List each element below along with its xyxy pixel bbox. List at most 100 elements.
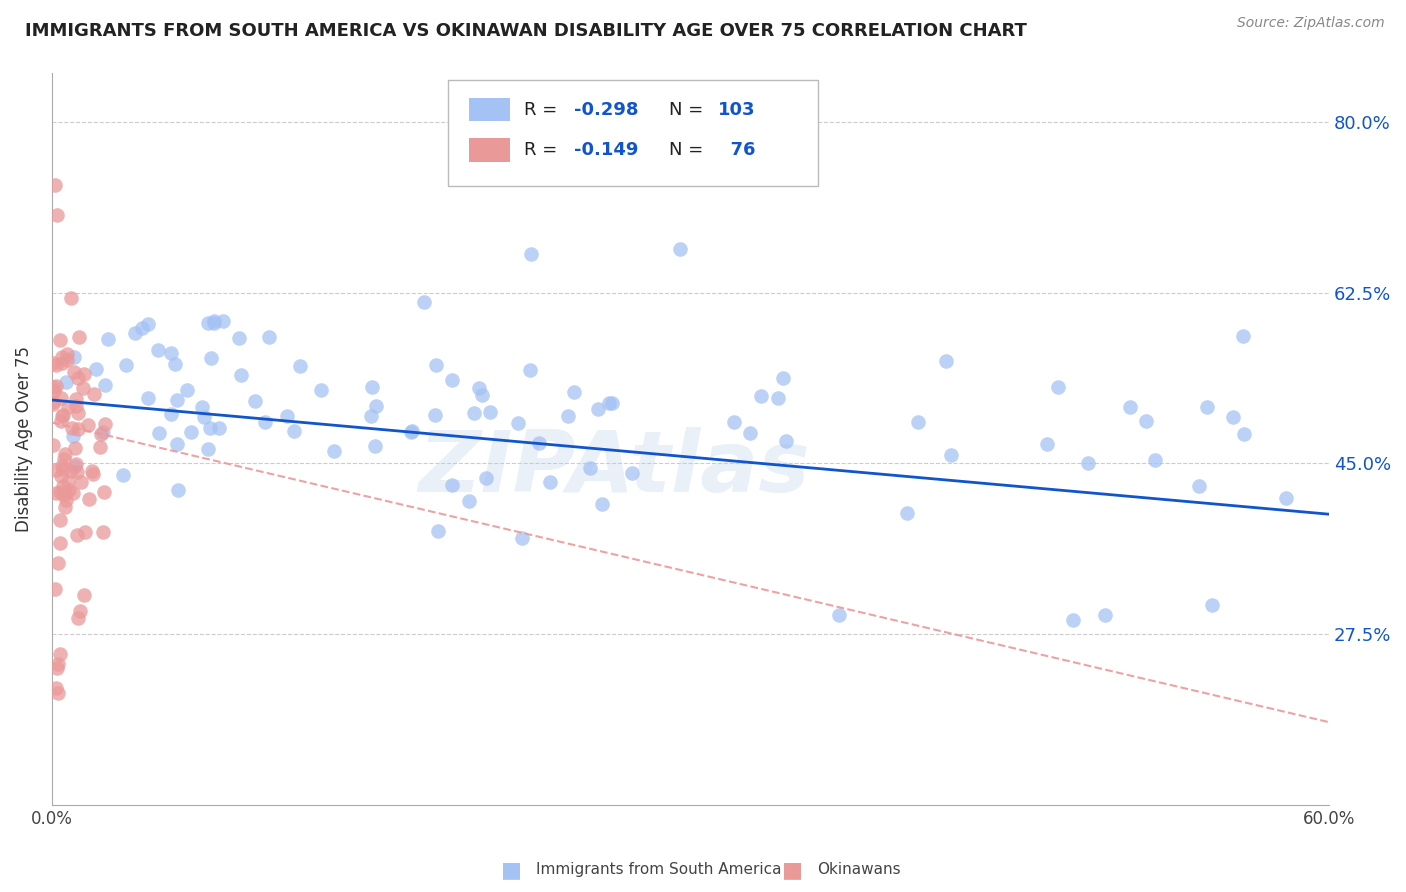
Point — [51, 356, 73, 370]
Point — [52, 486, 75, 500]
Point — [63, 350, 86, 364]
Point — [425, 359, 447, 373]
Point — [228, 331, 250, 345]
Point — [1062, 613, 1084, 627]
Point — [46, 556, 69, 570]
Point — [1201, 598, 1223, 612]
Point — [1222, 409, 1244, 424]
Point — [45, 681, 67, 695]
Point — [67, 371, 90, 385]
Point — [723, 415, 745, 429]
Point — [124, 326, 146, 340]
Point — [65, 457, 87, 471]
Point — [42, 356, 65, 370]
Point — [67, 422, 90, 436]
Text: Okinawans: Okinawans — [817, 863, 900, 877]
Point — [42, 395, 65, 409]
Point — [364, 439, 387, 453]
Point — [53, 447, 76, 461]
Point — [1046, 379, 1069, 393]
Point — [66, 611, 89, 625]
Point — [112, 468, 135, 483]
Point — [62, 421, 84, 435]
Point — [62, 428, 84, 442]
Point — [828, 607, 851, 622]
Point — [440, 478, 463, 492]
Text: -0.298: -0.298 — [574, 101, 638, 119]
Point — [51, 391, 73, 405]
Point — [772, 370, 794, 384]
Point — [322, 443, 344, 458]
Point — [51, 458, 73, 473]
Point — [907, 415, 929, 429]
Point — [52, 479, 75, 493]
Point — [527, 436, 550, 450]
Point — [361, 380, 384, 394]
FancyBboxPatch shape — [447, 80, 818, 186]
Point — [49, 414, 72, 428]
Point — [94, 417, 117, 431]
Point — [72, 380, 94, 394]
Point — [42, 438, 65, 452]
Point — [427, 524, 450, 538]
Point — [52, 408, 75, 422]
Point — [254, 415, 277, 429]
Text: R =: R = — [524, 141, 564, 159]
Point — [52, 462, 75, 476]
Point — [621, 466, 644, 480]
Point — [53, 486, 76, 500]
Point — [288, 359, 311, 374]
Point — [136, 318, 159, 332]
Point — [935, 354, 957, 368]
Point — [58, 475, 80, 489]
Point — [148, 343, 170, 358]
Point — [114, 358, 136, 372]
Point — [166, 437, 188, 451]
Point — [56, 400, 79, 414]
Point — [471, 388, 494, 402]
Point — [44, 384, 66, 399]
Point — [519, 363, 541, 377]
Point — [48, 535, 70, 549]
Point — [245, 393, 267, 408]
Point — [49, 647, 72, 661]
Point — [67, 406, 90, 420]
Point — [73, 588, 96, 602]
Point — [49, 334, 72, 348]
Point — [202, 316, 225, 330]
Point — [200, 351, 222, 365]
Point — [231, 368, 253, 382]
Point — [399, 425, 422, 440]
Text: ZIPAtlas: ZIPAtlas — [418, 426, 810, 510]
Point — [51, 350, 73, 364]
Point — [425, 408, 447, 422]
FancyBboxPatch shape — [470, 138, 510, 161]
Point — [131, 321, 153, 335]
Point — [91, 525, 114, 540]
Point — [749, 389, 772, 403]
Point — [1035, 437, 1057, 451]
Point — [46, 657, 69, 671]
Point — [66, 528, 89, 542]
Point — [86, 361, 108, 376]
Point — [94, 378, 117, 392]
Point — [63, 442, 86, 456]
Point — [939, 448, 962, 462]
Point — [413, 295, 436, 310]
Point — [166, 393, 188, 408]
Point — [89, 440, 111, 454]
Point — [257, 330, 280, 344]
Point — [896, 506, 918, 520]
Point — [309, 383, 332, 397]
Point — [62, 485, 84, 500]
Point — [440, 373, 463, 387]
Point — [538, 475, 561, 489]
Point — [83, 386, 105, 401]
Point — [49, 513, 72, 527]
Point — [479, 405, 502, 419]
Point — [598, 396, 620, 410]
Point — [73, 367, 96, 381]
Point — [53, 452, 76, 467]
Point — [510, 532, 533, 546]
Point — [58, 483, 80, 498]
